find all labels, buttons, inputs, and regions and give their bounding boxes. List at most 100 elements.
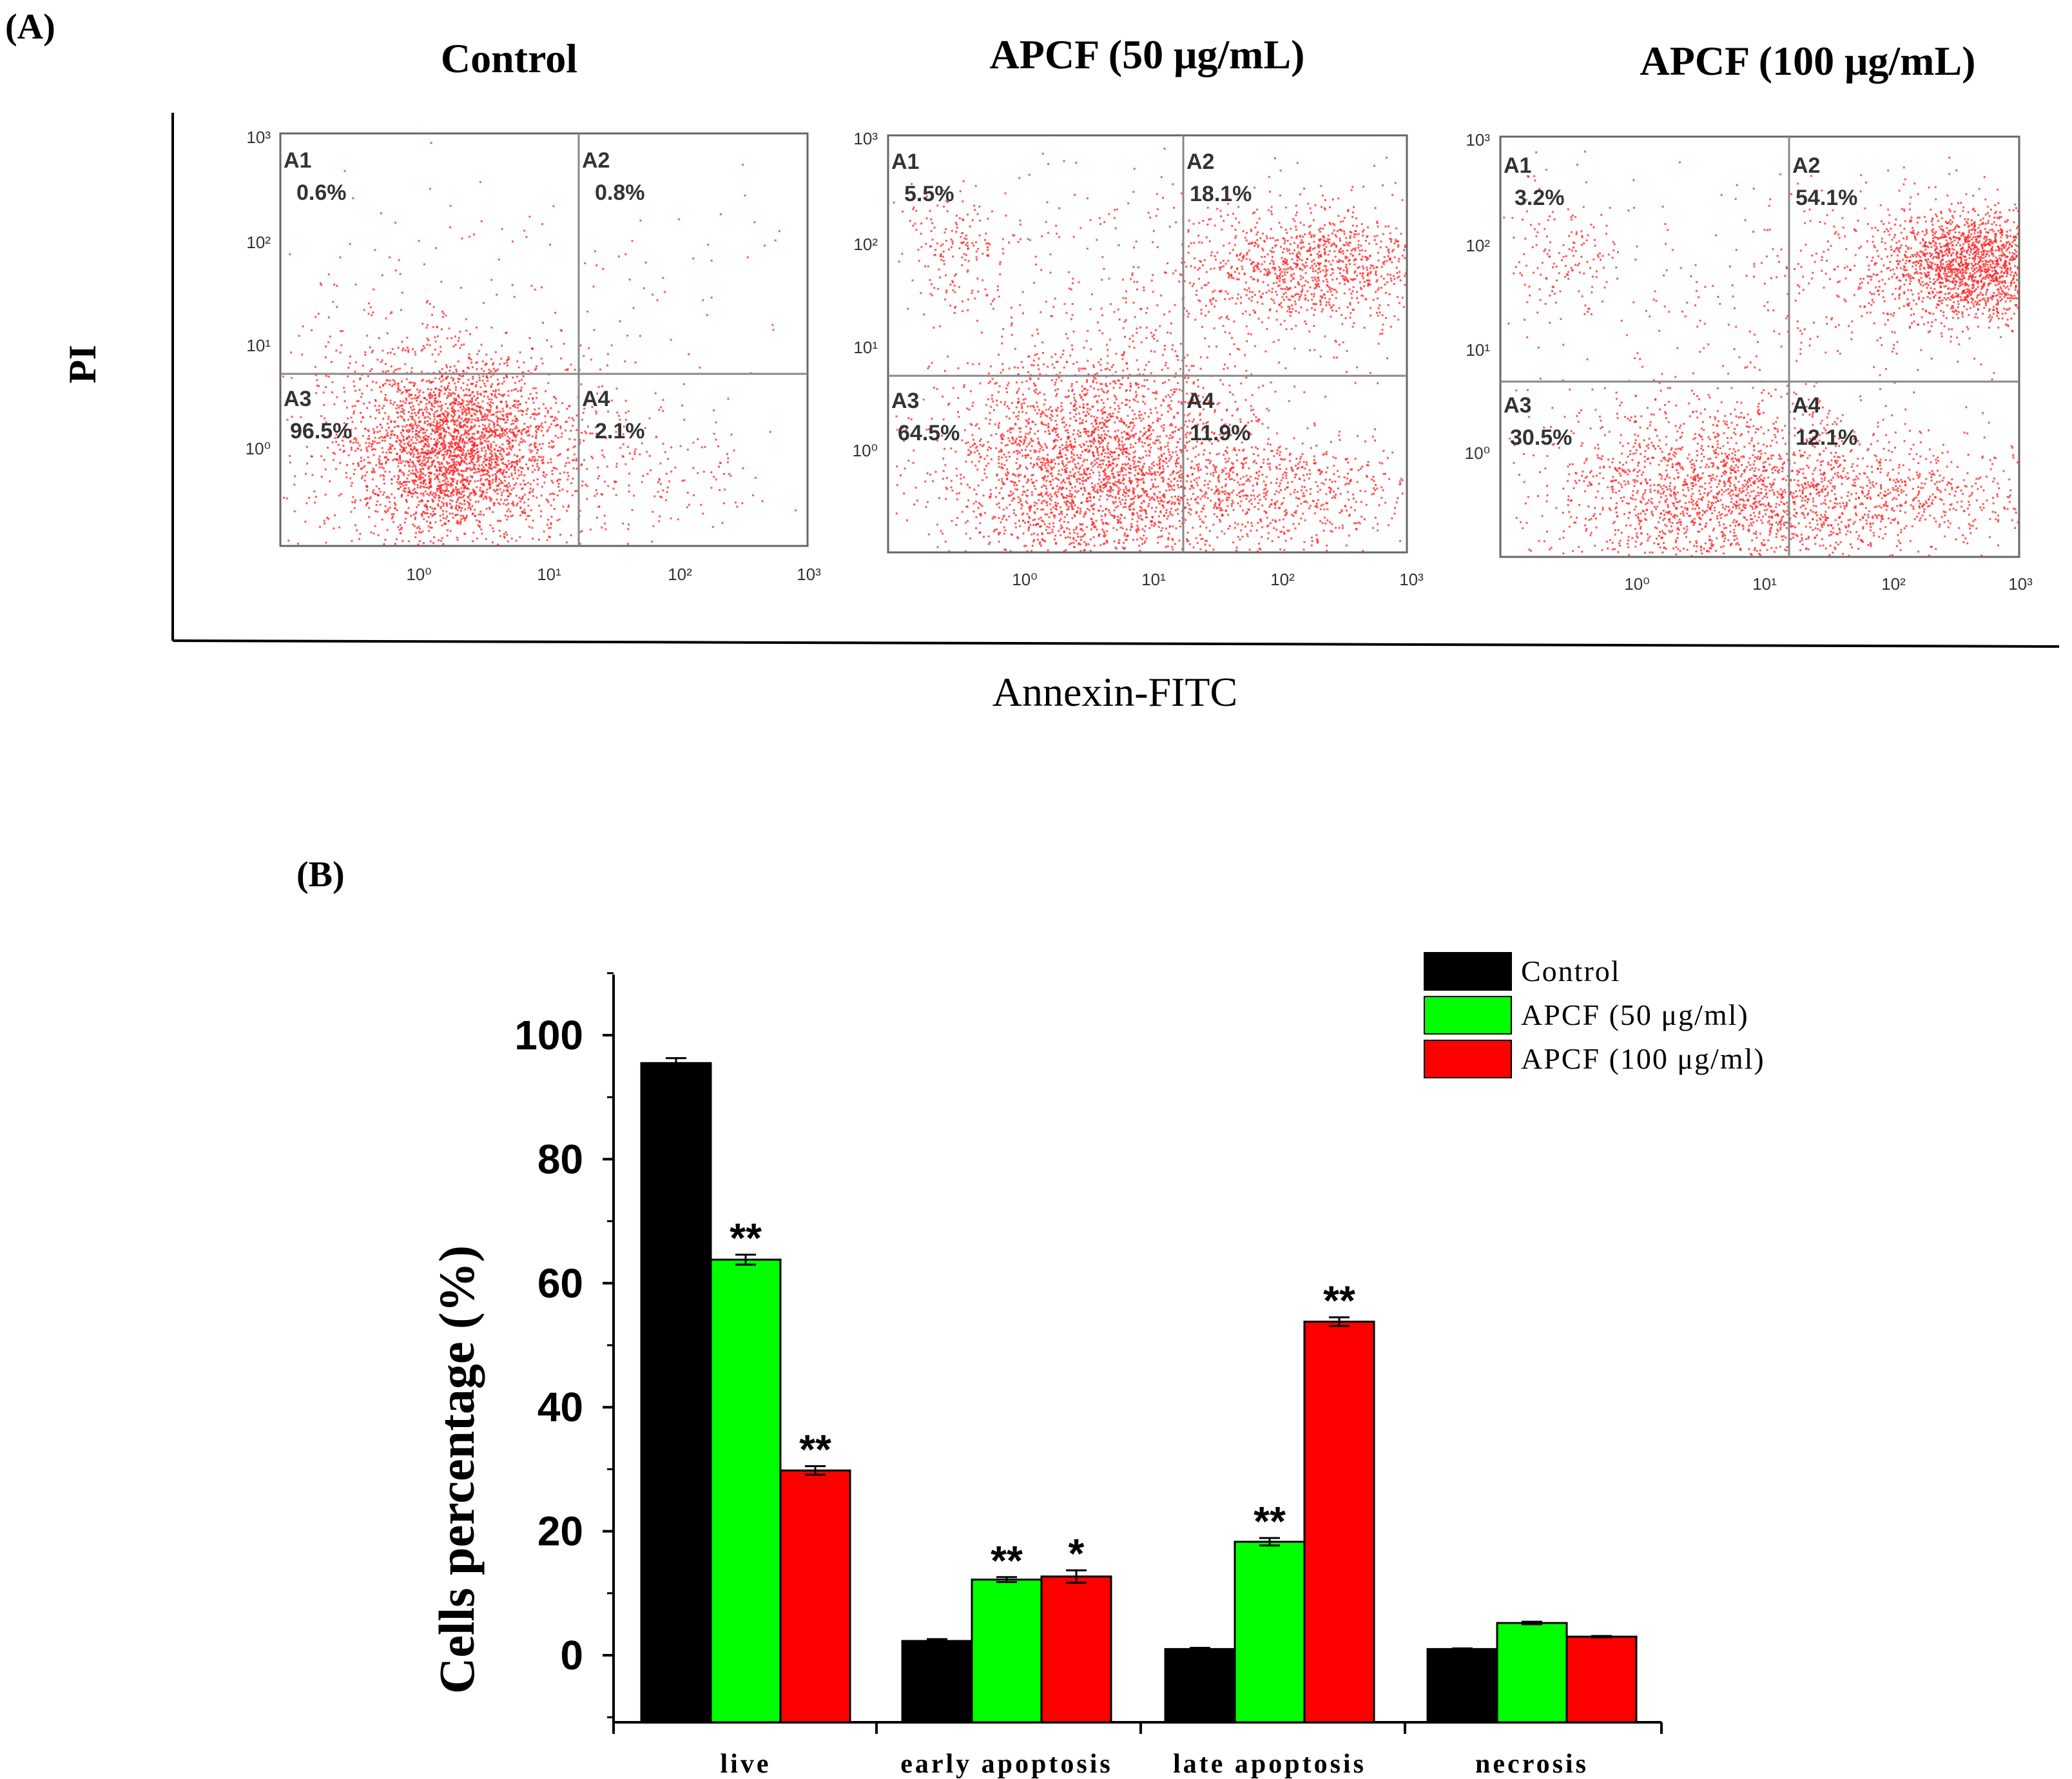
scatter-dot [553,493,556,495]
scatter-dot [1045,409,1047,411]
scatter-dot [400,527,403,529]
scatter-dot [1007,384,1009,387]
scatter-dot [377,534,380,536]
scatter-dot [447,449,450,452]
scatter-dot [408,445,411,447]
scatter-dot [1112,467,1114,469]
scatter-dot [554,397,557,400]
scatter-dot [1192,365,1195,367]
scatter-dot [421,515,423,518]
scatter-dot [658,478,661,480]
scatter-dot [538,505,541,507]
scatter-dot [406,336,409,339]
scatter-dot [702,471,705,473]
scatter-dot [1122,446,1125,449]
scatter-dot [1171,424,1174,427]
scatter-dot [550,458,552,460]
scatter-dot [479,394,482,396]
scatter-dot [482,471,484,472]
scatter-dot [1245,424,1248,427]
scatter-dot [525,402,527,404]
scatter-dot [458,402,461,405]
scatter-dot [446,397,449,399]
scatter-dot [427,516,430,518]
scatter-dot [472,450,474,452]
scatter-dot [453,431,456,433]
scatter-dot [372,448,374,450]
scatter-dot [1112,476,1115,479]
scatter-dot [333,425,335,428]
scatter-dot [352,197,354,200]
scatter-dot [1073,514,1076,516]
scatter-dot [458,401,460,403]
scatter-dot [631,509,634,511]
scatter-dot [514,406,516,409]
scatter-dot [530,509,532,512]
scatter-dot [1021,504,1023,507]
scatter-dot [434,349,436,351]
scatter-dot [1192,492,1194,495]
scatter-dot [1107,362,1109,364]
scatter-dot [527,468,529,471]
scatter-dot [408,436,411,439]
scatter-dot [460,523,461,525]
scatter-dot [529,416,532,419]
scatter-dot [1152,429,1154,432]
scatter-dot [667,458,669,460]
scatter-dot [543,481,546,484]
scatter-dot [1080,367,1083,370]
scatter-dot [427,530,430,532]
scatter-dot [456,513,459,516]
scatter-dot [399,273,402,275]
scatter-dot [460,469,463,472]
scatter-dot [429,344,431,347]
scatter-dot [403,464,406,467]
scatter-dot [420,409,423,411]
scatter-dot [1064,454,1067,456]
scatter-dot [434,466,437,469]
scatter-dot [1065,333,1067,335]
scatter-dot [1067,505,1070,508]
scatter-dot [478,410,481,413]
scatter-dot [433,536,436,538]
scatter-dot [511,461,514,463]
scatter-dot [494,370,496,373]
scatter-dot [710,471,713,474]
scatter-dot [363,480,366,482]
scatter-dot [503,503,505,505]
scatter-dot [470,440,473,443]
scatter-dot [1118,474,1121,476]
scatter-dot [958,492,960,494]
scatter-dot [1109,406,1112,409]
scatter-dot [1014,481,1016,484]
scatter-dot [400,446,403,449]
scatter-dot [1028,516,1031,518]
scatter-dot [515,494,518,497]
scatter-dot [727,398,730,400]
scatter-dot [547,382,550,384]
scatter-dot [1101,417,1104,420]
scatter-dot [364,354,367,356]
scatter-dot [467,433,469,436]
scatter-dot [1012,411,1015,414]
scatter-dot [398,476,400,479]
scatter-dot [1124,336,1126,338]
scatter-dot [406,460,409,463]
scatter-dot [463,449,465,452]
scatter-dot [1069,412,1072,414]
scatter-dot [601,449,603,452]
scatter-dot [416,527,418,529]
scatter-dot [1008,367,1011,370]
scatter-dot [514,400,516,402]
scatter-dot [579,439,581,442]
scatter-dot [1125,438,1127,441]
scatter-dot [427,457,430,460]
scatter-dot [409,430,411,433]
scatter-dot [435,247,437,249]
scatter-dot [439,424,441,427]
scatter-dot [411,451,414,454]
scatter-dot [492,430,495,433]
scatter-dot [427,416,429,418]
scatter-dot [373,492,376,495]
scatter-dot [465,436,468,439]
